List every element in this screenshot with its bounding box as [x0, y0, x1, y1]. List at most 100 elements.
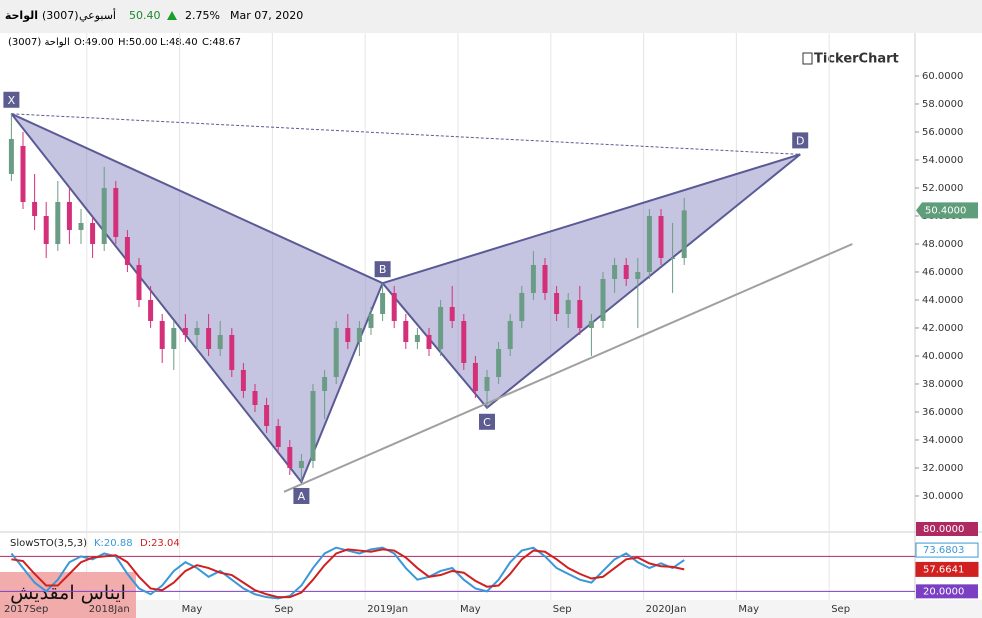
candle-body — [217, 334, 223, 349]
watermark-box — [0, 572, 136, 618]
logo: TickerChart — [814, 52, 899, 67]
x-tick-label: Sep — [553, 604, 572, 615]
x-tick-label: 2019Jan — [367, 604, 408, 615]
y-tick-label: 48.0000 — [922, 239, 963, 250]
code: (3007) — [42, 9, 79, 22]
last-price-box — [916, 202, 978, 219]
candle-body — [496, 348, 502, 377]
candle-body — [275, 425, 281, 447]
candle-body — [368, 313, 374, 328]
y-tick-label: 56.0000 — [922, 127, 963, 138]
candle-body — [530, 264, 536, 293]
x-tick-label: May — [738, 604, 759, 615]
candle-body — [264, 404, 270, 426]
candle-body — [182, 327, 188, 335]
watermark: ايناس امقديش — [10, 582, 126, 604]
y-tick-label: 38.0000 — [922, 379, 963, 390]
indicator-title: SlowSTO(3,5,3) — [10, 538, 87, 549]
candle-body — [171, 327, 177, 349]
x-tick-label: 2018Jan — [89, 604, 130, 615]
pattern-label-box — [293, 487, 310, 504]
candle-body — [90, 222, 96, 244]
pattern-label: X — [8, 94, 16, 107]
last-value-label: 73.6803 — [923, 545, 964, 556]
candle-body — [623, 264, 629, 279]
x-tick-label: May — [460, 604, 481, 615]
last-value-box — [915, 542, 979, 558]
candle-body — [345, 327, 351, 342]
trend-line — [283, 243, 853, 493]
y-tick-label: 34.0000 — [922, 435, 963, 446]
candle-body — [588, 320, 594, 328]
candle-body — [507, 320, 513, 349]
stoch-line — [10, 546, 685, 600]
candle-body — [484, 376, 490, 391]
level-box — [916, 584, 978, 599]
candle-body — [148, 299, 154, 321]
pattern-xd — [11, 113, 801, 155]
candle-body — [577, 299, 583, 328]
x-tick-label: Sep — [274, 604, 293, 615]
candle-body — [414, 334, 420, 342]
y-tick-label: 58.0000 — [922, 99, 963, 110]
info-close: C:48.67 — [202, 37, 241, 48]
candle-body — [600, 278, 606, 321]
candle-body — [646, 215, 652, 272]
pattern-label-box — [792, 132, 809, 149]
date: Mar 07, 2020 — [230, 9, 303, 22]
y-tick-label: 42.0000 — [922, 323, 963, 334]
y-tick-label: 32.0000 — [922, 463, 963, 474]
candle-body — [206, 327, 212, 349]
candle-body — [380, 292, 386, 314]
candle-body — [8, 138, 14, 174]
pattern-label: B — [379, 263, 387, 276]
candle-body — [322, 376, 328, 391]
candle-body — [670, 257, 676, 259]
last-price-label: 50.4000 — [925, 205, 966, 216]
info-high: H:50.00 — [118, 37, 158, 48]
candle-body — [43, 215, 49, 244]
x-axis-band — [0, 600, 982, 618]
x-tick-label: 2020Jan — [646, 604, 687, 615]
candle-body — [124, 236, 130, 265]
pattern-label-box — [479, 413, 495, 430]
candle-body — [20, 145, 26, 202]
pattern-label: C — [483, 416, 491, 429]
candle-body — [472, 362, 478, 391]
stoch-line — [11, 548, 685, 599]
x-tick-label: May — [182, 604, 203, 615]
info-open: O:49.00 — [74, 37, 114, 48]
y-tick-label: 52.0000 — [922, 183, 963, 194]
pattern-label: A — [298, 490, 306, 503]
candle-body — [101, 187, 107, 244]
candle-body — [519, 292, 525, 321]
last-value-label: 57.6641 — [923, 564, 964, 575]
candle-body — [542, 264, 548, 293]
period: أسبوعي — [79, 8, 116, 22]
legend-entry: D:23.04 — [140, 538, 180, 549]
candle-body — [159, 320, 165, 349]
candle-body — [287, 446, 293, 468]
candle-body — [356, 327, 362, 342]
candle-body — [333, 327, 339, 377]
candle-body — [426, 334, 432, 349]
level-label: 20.0000 — [923, 586, 964, 597]
legend-entry: K:20.88 — [94, 538, 133, 549]
y-tick-label: 44.0000 — [922, 295, 963, 306]
price: 50.40 — [129, 9, 161, 22]
y-tick-label: 60.0000 — [922, 71, 963, 82]
candle-body — [438, 306, 444, 349]
up-arrow — [167, 11, 177, 20]
y-tick-label: 30.0000 — [922, 491, 963, 502]
candle-body — [55, 201, 61, 244]
header-bar — [0, 0, 982, 33]
pattern-label-box — [3, 91, 20, 108]
candle-body — [229, 334, 235, 370]
candle-body — [681, 210, 687, 258]
y-tick-label: 40.0000 — [922, 351, 963, 362]
candle-body — [240, 369, 246, 391]
pattern-bcd — [380, 153, 801, 410]
candle-body — [403, 320, 409, 342]
candle-body — [136, 264, 142, 300]
